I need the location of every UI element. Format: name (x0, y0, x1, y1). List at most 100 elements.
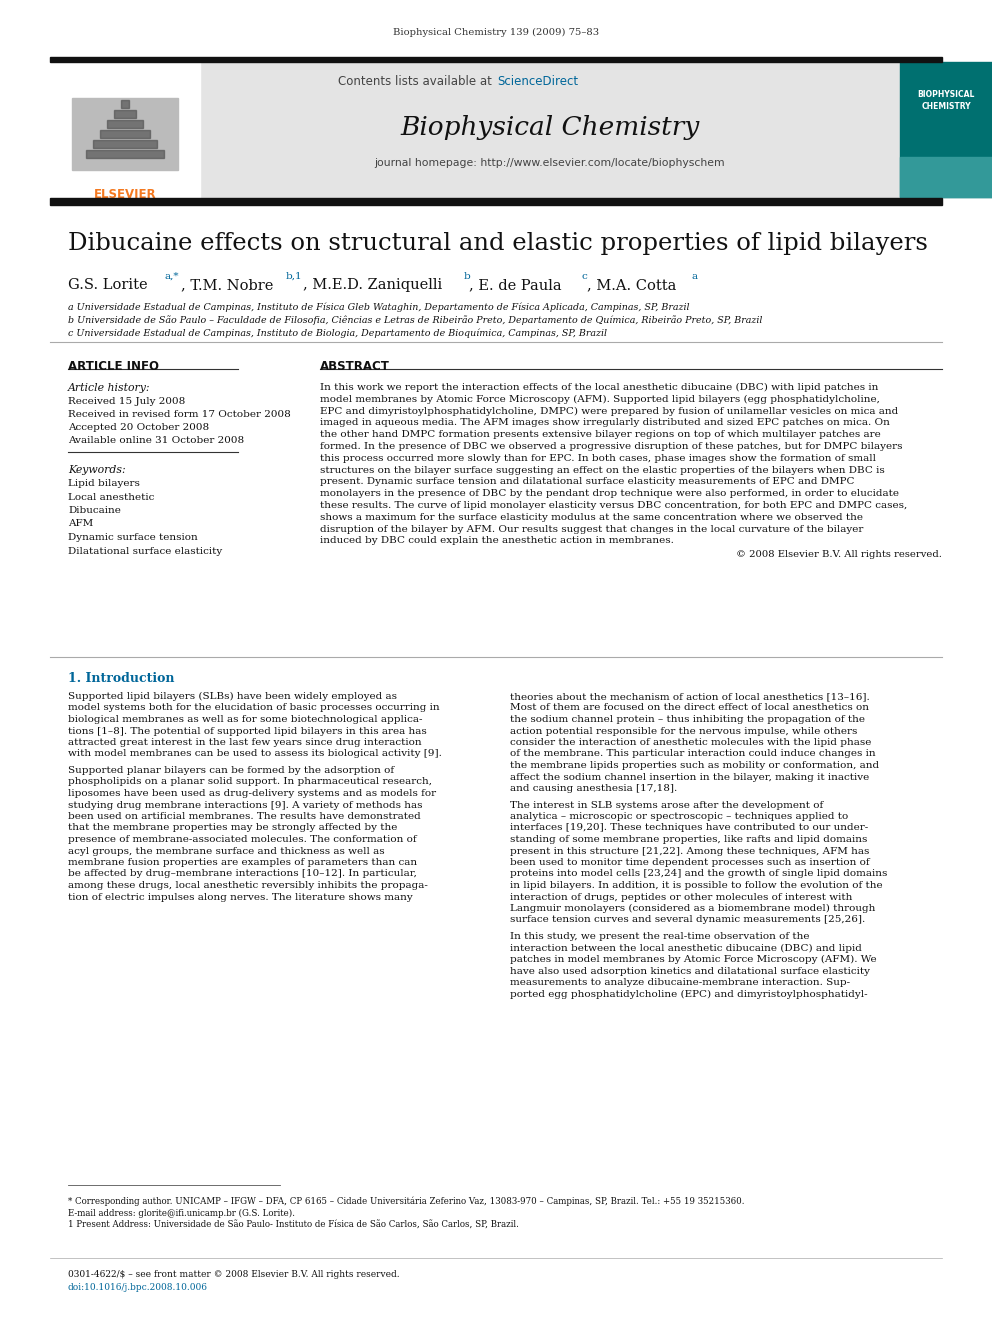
Text: Lipid bilayers: Lipid bilayers (68, 479, 140, 488)
Text: b,1: b,1 (286, 273, 303, 280)
Text: EPC and dimyristoylphosphatidylcholine, DMPC) were prepared by fusion of unilame: EPC and dimyristoylphosphatidylcholine, … (320, 406, 898, 415)
Bar (50, 57, 942, 62)
Text: Local anesthetic: Local anesthetic (68, 492, 155, 501)
Bar (100, 130, 150, 138)
Text: G.S. Lorite: G.S. Lorite (68, 278, 152, 292)
Text: Dynamic surface tension: Dynamic surface tension (68, 533, 197, 542)
Text: In this work we report the interaction effects of the local anesthetic dibucaine: In this work we report the interaction e… (320, 382, 878, 392)
Text: Keywords:: Keywords: (68, 464, 126, 475)
Text: interfaces [19,20]. These techniques have contributed to our under-: interfaces [19,20]. These techniques hav… (510, 823, 868, 832)
Text: affect the sodium channel insertion in the bilayer, making it inactive: affect the sodium channel insertion in t… (510, 773, 869, 782)
Text: ScienceDirect: ScienceDirect (497, 75, 578, 89)
Text: biological membranes as well as for some biotechnological applica-: biological membranes as well as for some… (68, 714, 423, 724)
Text: doi:10.1016/j.bpc.2008.10.006: doi:10.1016/j.bpc.2008.10.006 (68, 1283, 208, 1293)
Text: studying drug membrane interactions [9]. A variety of methods has: studying drug membrane interactions [9].… (68, 800, 423, 810)
Text: In this study, we present the real-time observation of the: In this study, we present the real-time … (510, 931, 809, 941)
Text: action potential responsible for the nervous impulse, while others: action potential responsible for the ner… (510, 726, 857, 736)
Text: a: a (691, 273, 697, 280)
Text: in lipid bilayers. In addition, it is possible to follow the evolution of the: in lipid bilayers. In addition, it is po… (510, 881, 883, 890)
Text: measurements to analyze dibucaine-membrane interaction. Sup-: measurements to analyze dibucaine-membra… (510, 978, 850, 987)
Text: Dibucaine effects on structural and elastic properties of lipid bilayers: Dibucaine effects on structural and elas… (68, 232, 928, 255)
Text: model membranes by Atomic Force Microscopy (AFM). Supported lipid bilayers (egg : model membranes by Atomic Force Microsco… (320, 394, 880, 404)
Text: b Universidade de São Paulo – Faculdade de Filosofia, Ciências e Letras de Ribei: b Universidade de São Paulo – Faculdade … (68, 315, 763, 324)
Text: Accepted 20 October 2008: Accepted 20 October 2008 (68, 423, 209, 433)
Text: been used to monitor time dependent processes such as insertion of: been used to monitor time dependent proc… (510, 859, 870, 867)
Text: induced by DBC could explain the anesthetic action in membranes.: induced by DBC could explain the anesthe… (320, 536, 674, 545)
Text: Received 15 July 2008: Received 15 July 2008 (68, 397, 186, 406)
Bar (72, 98, 178, 169)
Text: * Corresponding author. UNICAMP – IFGW – DFA, CP 6165 – Cidade Universitária Zef: * Corresponding author. UNICAMP – IFGW –… (68, 1197, 745, 1207)
Text: ABSTRACT: ABSTRACT (320, 360, 390, 373)
Text: E-mail address: glorite@ifi.unicamp.br (G.S. Lorite).: E-mail address: glorite@ifi.unicamp.br (… (68, 1209, 295, 1218)
Text: Biophysical Chemistry: Biophysical Chemistry (401, 115, 699, 140)
Text: a,*: a,* (165, 273, 179, 280)
Text: present in this structure [21,22]. Among these techniques, AFM has: present in this structure [21,22]. Among… (510, 847, 869, 856)
Bar (200, 62, 900, 197)
Text: Dilatational surface elasticity: Dilatational surface elasticity (68, 546, 222, 556)
Text: be affected by drug–membrane interactions [10–12]. In particular,: be affected by drug–membrane interaction… (68, 869, 417, 878)
Bar (900, 62, 992, 197)
Text: , T.M. Nobre: , T.M. Nobre (182, 278, 279, 292)
Text: standing of some membrane properties, like rafts and lipid domains: standing of some membrane properties, li… (510, 835, 867, 844)
Text: liposomes have been used as drug-delivery systems and as models for: liposomes have been used as drug-deliver… (68, 789, 436, 798)
Text: and causing anesthesia [17,18].: and causing anesthesia [17,18]. (510, 785, 678, 792)
Text: consider the interaction of anesthetic molecules with the lipid phase: consider the interaction of anesthetic m… (510, 738, 871, 747)
Text: Langmuir monolayers (considered as a biomembrane model) through: Langmuir monolayers (considered as a bio… (510, 904, 875, 913)
Text: been used on artificial membranes. The results have demonstrated: been used on artificial membranes. The r… (68, 812, 421, 822)
Text: with model membranes can be used to assess its biological activity [9].: with model membranes can be used to asse… (68, 750, 441, 758)
Text: Contents lists available at: Contents lists available at (338, 75, 496, 89)
Text: disruption of the bilayer by AFM. Our results suggest that changes in the local : disruption of the bilayer by AFM. Our re… (320, 525, 863, 533)
Text: this process occurred more slowly than for EPC. In both cases, phase images show: this process occurred more slowly than f… (320, 454, 876, 463)
Text: analytica – microscopic or spectroscopic – techniques applied to: analytica – microscopic or spectroscopic… (510, 812, 848, 822)
Text: , M.A. Cotta: , M.A. Cotta (587, 278, 682, 292)
Text: Received in revised form 17 October 2008: Received in revised form 17 October 2008 (68, 410, 291, 419)
Text: 1 Present Address: Universidade de São Paulo- Instituto de Física de São Carlos,: 1 Present Address: Universidade de São P… (68, 1221, 519, 1230)
Text: interaction between the local anesthetic dibucaine (DBC) and lipid: interaction between the local anesthetic… (510, 943, 862, 953)
Text: among these drugs, local anesthetic reversibly inhibits the propaga-: among these drugs, local anesthetic reve… (68, 881, 428, 890)
Text: monolayers in the presence of DBC by the pendant drop technique were also perfor: monolayers in the presence of DBC by the… (320, 490, 899, 499)
Text: ARTICLE INFO: ARTICLE INFO (68, 360, 159, 373)
Text: b: b (463, 273, 470, 280)
Text: Biophysical Chemistry 139 (2009) 75–83: Biophysical Chemistry 139 (2009) 75–83 (393, 28, 599, 37)
Text: formed. In the presence of DBC we observed a progressive disruption of these pat: formed. In the presence of DBC we observ… (320, 442, 903, 451)
Text: these results. The curve of lipid monolayer elasticity versus DBC concentration,: these results. The curve of lipid monola… (320, 501, 908, 509)
Text: AFM: AFM (68, 520, 93, 528)
Bar (900, 157, 992, 197)
Text: imaged in aqueous media. The AFM images show irregularly distributed and sized E: imaged in aqueous media. The AFM images … (320, 418, 890, 427)
Text: present. Dynamic surface tension and dilatational surface elasticity measurement: present. Dynamic surface tension and dil… (320, 478, 854, 487)
Text: of the membrane. This particular interaction could induce changes in: of the membrane. This particular interac… (510, 750, 876, 758)
Text: © 2008 Elsevier B.V. All rights reserved.: © 2008 Elsevier B.V. All rights reserved… (736, 550, 942, 560)
Text: BIOPHYSICAL
CHEMISTRY: BIOPHYSICAL CHEMISTRY (918, 90, 975, 111)
Text: theories about the mechanism of action of local anesthetics [13–16].: theories about the mechanism of action o… (510, 692, 870, 701)
Text: membrane fusion properties are examples of parameters than can: membrane fusion properties are examples … (68, 859, 417, 867)
Text: , E. de Paula: , E. de Paula (469, 278, 566, 292)
Bar (114, 110, 136, 118)
Text: Most of them are focused on the direct effect of local anesthetics on: Most of them are focused on the direct e… (510, 704, 869, 713)
Text: surface tension curves and several dynamic measurements [25,26].: surface tension curves and several dynam… (510, 916, 865, 925)
Text: The interest in SLB systems arose after the development of: The interest in SLB systems arose after … (510, 800, 823, 810)
Text: acyl groups, the membrane surface and thickness as well as: acyl groups, the membrane surface and th… (68, 847, 385, 856)
Text: c Universidade Estadual de Campinas, Instituto de Biologia, Departamento de Bioq: c Universidade Estadual de Campinas, Ins… (68, 328, 607, 337)
Text: journal homepage: http://www.elsevier.com/locate/biophyschem: journal homepage: http://www.elsevier.co… (375, 157, 725, 168)
Bar (93, 140, 157, 148)
Text: , M.E.D. Zaniquelli: , M.E.D. Zaniquelli (303, 278, 446, 292)
Text: Available online 31 October 2008: Available online 31 October 2008 (68, 437, 244, 445)
Text: Article history:: Article history: (68, 382, 151, 393)
Text: c: c (581, 273, 587, 280)
Bar (86, 149, 164, 157)
Text: have also used adsorption kinetics and dilatational surface elasticity: have also used adsorption kinetics and d… (510, 967, 870, 975)
Text: attracted great interest in the last few years since drug interaction: attracted great interest in the last few… (68, 738, 422, 747)
Text: the sodium channel protein – thus inhibiting the propagation of the: the sodium channel protein – thus inhibi… (510, 714, 865, 724)
Text: patches in model membranes by Atomic Force Microscopy (AFM). We: patches in model membranes by Atomic For… (510, 955, 877, 964)
Text: 1. Introduction: 1. Introduction (68, 672, 175, 685)
Text: ELSEVIER: ELSEVIER (93, 188, 157, 201)
Text: model systems both for the elucidation of basic processes occurring in: model systems both for the elucidation o… (68, 704, 439, 713)
Text: proteins into model cells [23,24] and the growth of single lipid domains: proteins into model cells [23,24] and th… (510, 869, 888, 878)
Bar (50, 62, 200, 197)
Text: shows a maximum for the surface elasticity modulus at the same concentration whe: shows a maximum for the surface elastici… (320, 513, 863, 521)
Text: the membrane lipids properties such as mobility or conformation, and: the membrane lipids properties such as m… (510, 761, 879, 770)
Bar (50, 198, 942, 205)
Text: phospholipids on a planar solid support. In pharmaceutical research,: phospholipids on a planar solid support.… (68, 778, 432, 786)
Text: tions [1–8]. The potential of supported lipid bilayers in this area has: tions [1–8]. The potential of supported … (68, 726, 427, 736)
Text: 0301-4622/$ – see front matter © 2008 Elsevier B.V. All rights reserved.: 0301-4622/$ – see front matter © 2008 El… (68, 1270, 400, 1279)
